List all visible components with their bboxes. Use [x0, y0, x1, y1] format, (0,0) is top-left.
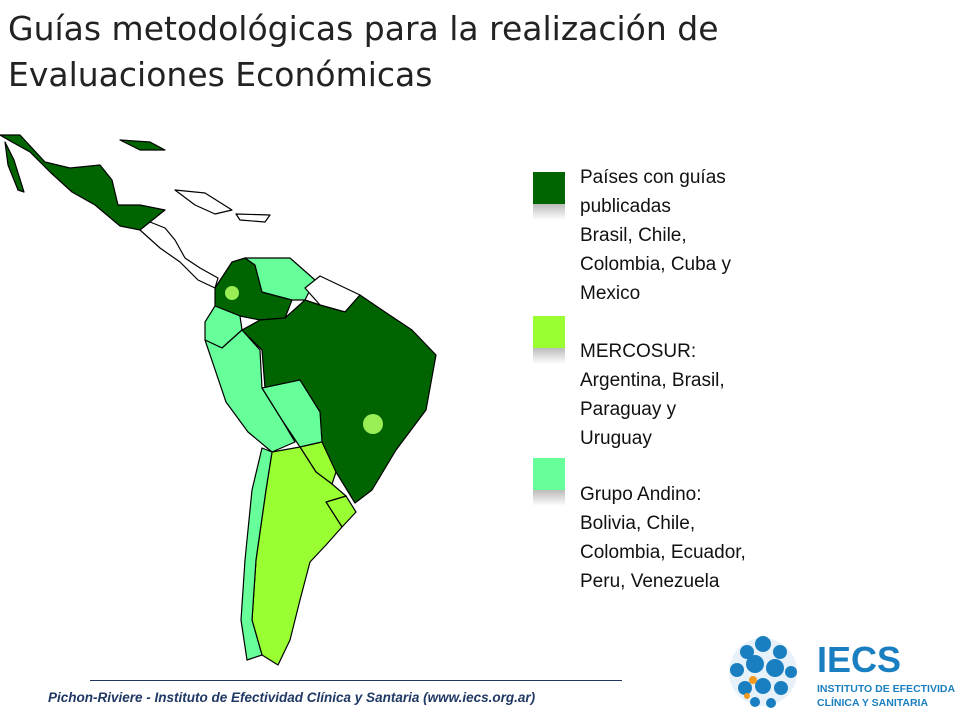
legend-line: Uruguay: [580, 428, 652, 449]
legend-line: Mexico: [580, 283, 641, 304]
legend-line: Grupo Andino:: [580, 484, 702, 505]
legend-line: Peru, Venezuela: [580, 571, 720, 592]
legend-text: Países con guías publicadas Brasil, Chil…: [580, 163, 731, 308]
legend-text: MERCOSUR: Argentina, Brasil, Paraguay y …: [580, 337, 725, 453]
footer-rule: [90, 680, 622, 681]
mexico: [0, 134, 166, 231]
cuba: [174, 189, 233, 215]
legend-line: publicadas: [580, 196, 671, 217]
central-america: [139, 221, 219, 289]
footer: Pichon-Riviere - Instituto de Efectivida…: [48, 690, 536, 705]
legend-line: Colombia, Cuba y: [580, 254, 732, 275]
legend-line: Bolivia, Chile,: [580, 513, 696, 534]
legend-line: Colombia, Ecuador,: [580, 542, 746, 563]
legend-line: Paraguay y: [580, 399, 677, 420]
logo-subtitle: CLÍNICA Y SANITARIA: [817, 696, 928, 709]
legend-line: Argentina, Brasil,: [580, 370, 725, 391]
logo-title: IECS: [817, 639, 901, 680]
legend-swatch: [533, 172, 565, 220]
legend-swatch: [533, 458, 565, 506]
caribbean: [235, 213, 271, 223]
mexico-gulf-island: [119, 139, 166, 151]
legend-swatch: [533, 316, 565, 364]
marker: [225, 286, 239, 300]
marker: [363, 414, 383, 434]
legend-line: Países con guías: [580, 167, 726, 188]
baja: [4, 141, 25, 193]
chile: [240, 447, 273, 661]
logo-subtitle: INSTITUTO DE EFECTIVIDAD: [817, 683, 955, 695]
title-line: Evaluaciones Económicas: [8, 55, 433, 94]
title-line: Guías metodológicas para la realización …: [8, 9, 719, 48]
legend-line: MERCOSUR:: [580, 341, 697, 362]
map: [0, 134, 437, 666]
legend-line: Brasil, Chile,: [580, 225, 687, 246]
title: Guías metodológicas para la realización …: [8, 6, 719, 98]
legend-text: Grupo Andino: Bolivia, Chile, Colombia, …: [580, 480, 746, 596]
venezuela: [244, 257, 316, 301]
logo: IECS INSTITUTO DE EFECTIVIDAD CLÍNICA Y …: [729, 636, 955, 709]
